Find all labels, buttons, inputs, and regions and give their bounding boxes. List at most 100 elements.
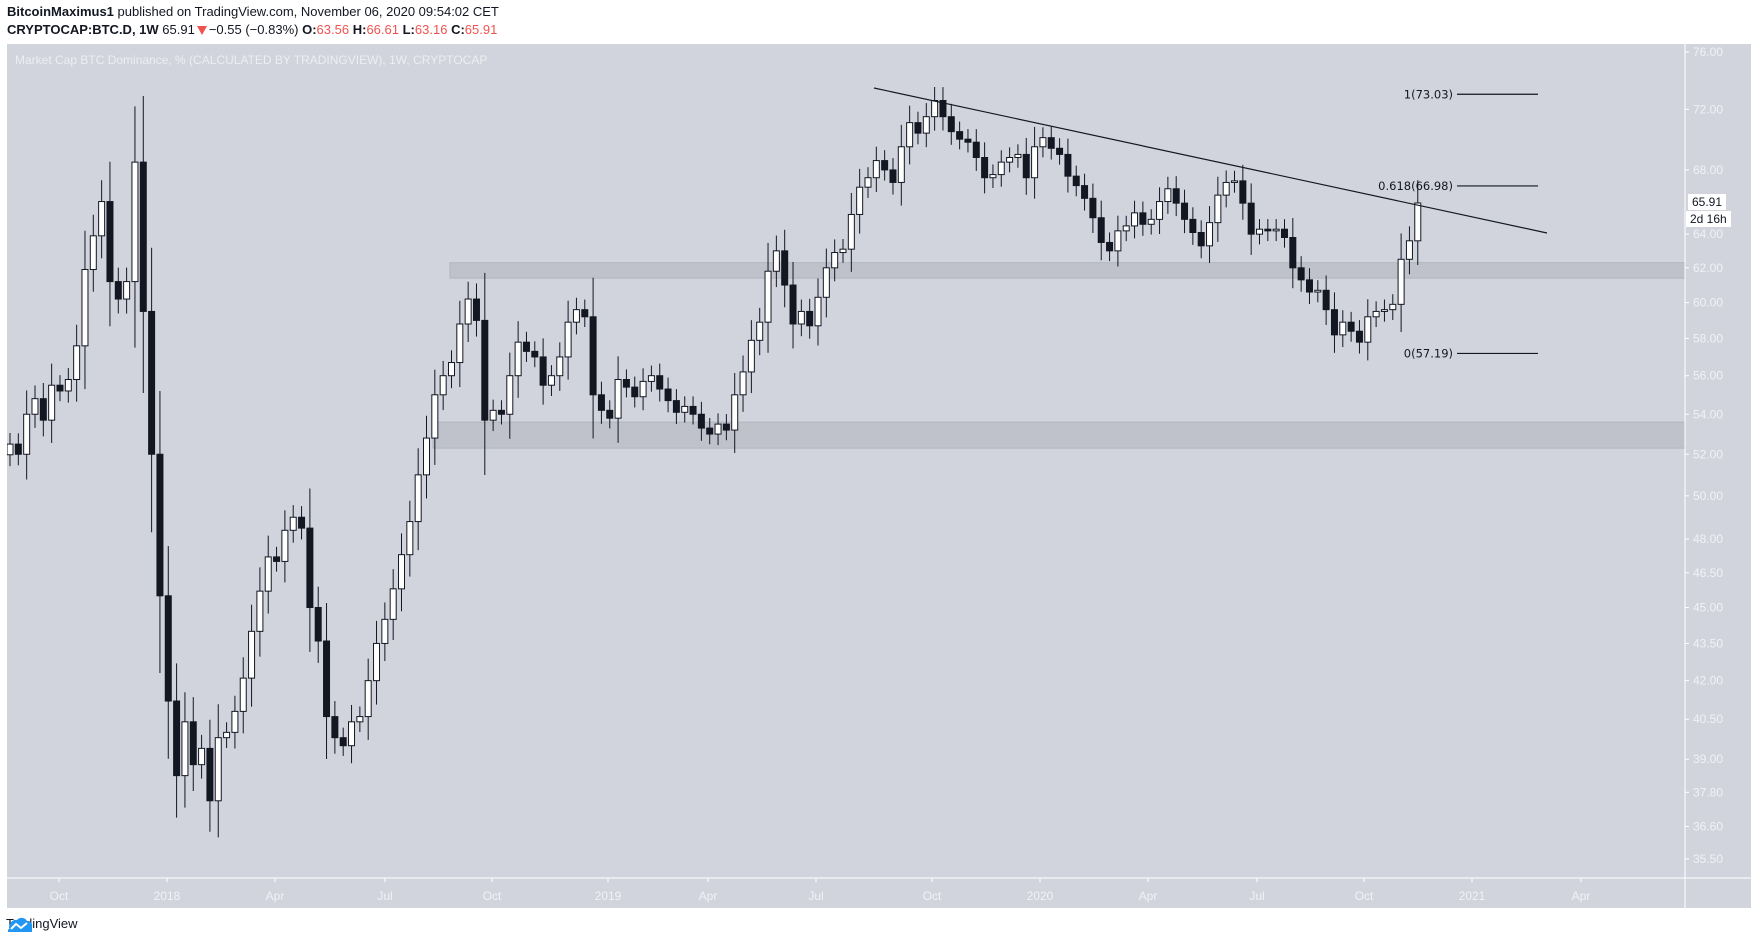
candle xyxy=(806,310,814,327)
candle xyxy=(1014,153,1022,159)
candle xyxy=(781,250,789,286)
candle xyxy=(98,201,106,237)
candle xyxy=(872,160,880,179)
candle xyxy=(947,116,955,133)
price-axis-tick: 42.00 xyxy=(1693,674,1723,688)
descending-trendline[interactable] xyxy=(873,87,1548,234)
candle xyxy=(1247,202,1255,235)
time-axis-tick: Jul xyxy=(377,889,392,903)
candle xyxy=(1197,232,1205,247)
candle xyxy=(756,321,764,341)
candle xyxy=(1081,185,1089,199)
symbol-line: CRYPTOCAP:BTC.D, 1W 65.91 −0.55 (−0.83%) … xyxy=(7,22,497,37)
symbol-label: CRYPTOCAP:BTC.D, 1W xyxy=(7,22,159,37)
candle xyxy=(981,157,989,179)
candle xyxy=(223,731,231,739)
author-name[interactable]: BitcoinMaximus1 xyxy=(7,4,114,19)
candle xyxy=(181,721,189,777)
tradingview-logo[interactable]: TradingView xyxy=(6,916,78,932)
candle xyxy=(1264,228,1272,232)
candle xyxy=(922,116,930,134)
candle xyxy=(314,607,322,642)
close-label: C: xyxy=(451,22,465,37)
candle xyxy=(914,122,922,134)
candle xyxy=(589,316,597,396)
candle xyxy=(672,400,680,413)
price-axis-tick: 62.00 xyxy=(1693,261,1723,275)
time-axis-tick: Oct xyxy=(1355,889,1374,903)
candle xyxy=(581,309,589,318)
candle xyxy=(398,554,406,590)
candle xyxy=(456,323,464,364)
candle xyxy=(239,677,247,712)
candle xyxy=(606,409,614,419)
candle xyxy=(89,235,97,271)
candle xyxy=(56,384,64,392)
tradingview-cloud-icon xyxy=(8,917,33,932)
candle xyxy=(514,341,522,377)
candle xyxy=(1139,212,1147,225)
candle xyxy=(106,201,114,283)
candle xyxy=(1156,201,1164,220)
price-axis-tick: 45.00 xyxy=(1693,601,1723,615)
candle xyxy=(1122,225,1130,232)
high-label: H: xyxy=(352,22,367,37)
candle xyxy=(1131,212,1139,227)
candle xyxy=(1164,188,1172,203)
fib-level-label: 1(73.03) xyxy=(1404,87,1453,101)
time-axis-tick: Jul xyxy=(1249,889,1264,903)
candle xyxy=(348,721,356,747)
price-axis-tick: 68.00 xyxy=(1693,163,1723,177)
candle xyxy=(1031,146,1039,179)
candle xyxy=(206,747,214,802)
support-zone[interactable] xyxy=(432,421,1686,449)
candle xyxy=(464,298,472,325)
candle xyxy=(1214,194,1222,224)
time-axis-tick: Apr xyxy=(1139,889,1158,903)
down-triangle-icon xyxy=(196,26,207,36)
candle xyxy=(622,378,630,388)
candle xyxy=(1305,279,1313,293)
candle xyxy=(1147,218,1155,225)
candle xyxy=(1322,289,1330,311)
candle xyxy=(706,427,714,435)
candle xyxy=(964,138,972,143)
candle xyxy=(1064,153,1072,177)
candle xyxy=(1414,202,1422,242)
candle xyxy=(406,521,414,556)
candle xyxy=(939,100,947,118)
price-axis-tick: 72.00 xyxy=(1693,102,1723,116)
last-price: 65.91 xyxy=(162,22,195,37)
candle xyxy=(747,339,755,373)
candle xyxy=(881,160,889,171)
candlestick-chart[interactable]: 1(73.03) 0.618(66.98) 0(57.19) 76.00 72.00 68… xyxy=(7,44,1751,908)
time-axis-tick: Jul xyxy=(808,889,823,903)
candle xyxy=(972,141,980,159)
price-axis-tick: 37.80 xyxy=(1693,785,1723,799)
candle xyxy=(614,378,622,419)
candle xyxy=(1289,236,1297,269)
candle xyxy=(1089,197,1097,219)
candle xyxy=(1047,137,1055,149)
candle xyxy=(7,443,14,456)
candle xyxy=(1189,218,1197,234)
candle xyxy=(339,737,347,747)
candle xyxy=(639,380,647,398)
candle xyxy=(364,680,372,718)
candle xyxy=(1231,180,1239,183)
candle xyxy=(447,362,455,377)
candle xyxy=(198,747,206,766)
time-axis-tick: Apr xyxy=(1572,889,1591,903)
candle xyxy=(214,737,222,802)
candle xyxy=(572,309,580,323)
candle xyxy=(731,394,739,431)
candle xyxy=(997,161,1005,176)
time-axis-tick: Oct xyxy=(483,889,502,903)
resistance-zone[interactable] xyxy=(449,262,1686,279)
candle xyxy=(1256,228,1263,235)
candle xyxy=(423,437,430,476)
candle xyxy=(822,267,830,298)
candle xyxy=(414,474,422,523)
chart-pane[interactable]: 1(73.03) 0.618(66.98) 0(57.19) 76.00 72.00 68… xyxy=(7,44,1751,908)
close-value: 65.91 xyxy=(464,22,498,37)
